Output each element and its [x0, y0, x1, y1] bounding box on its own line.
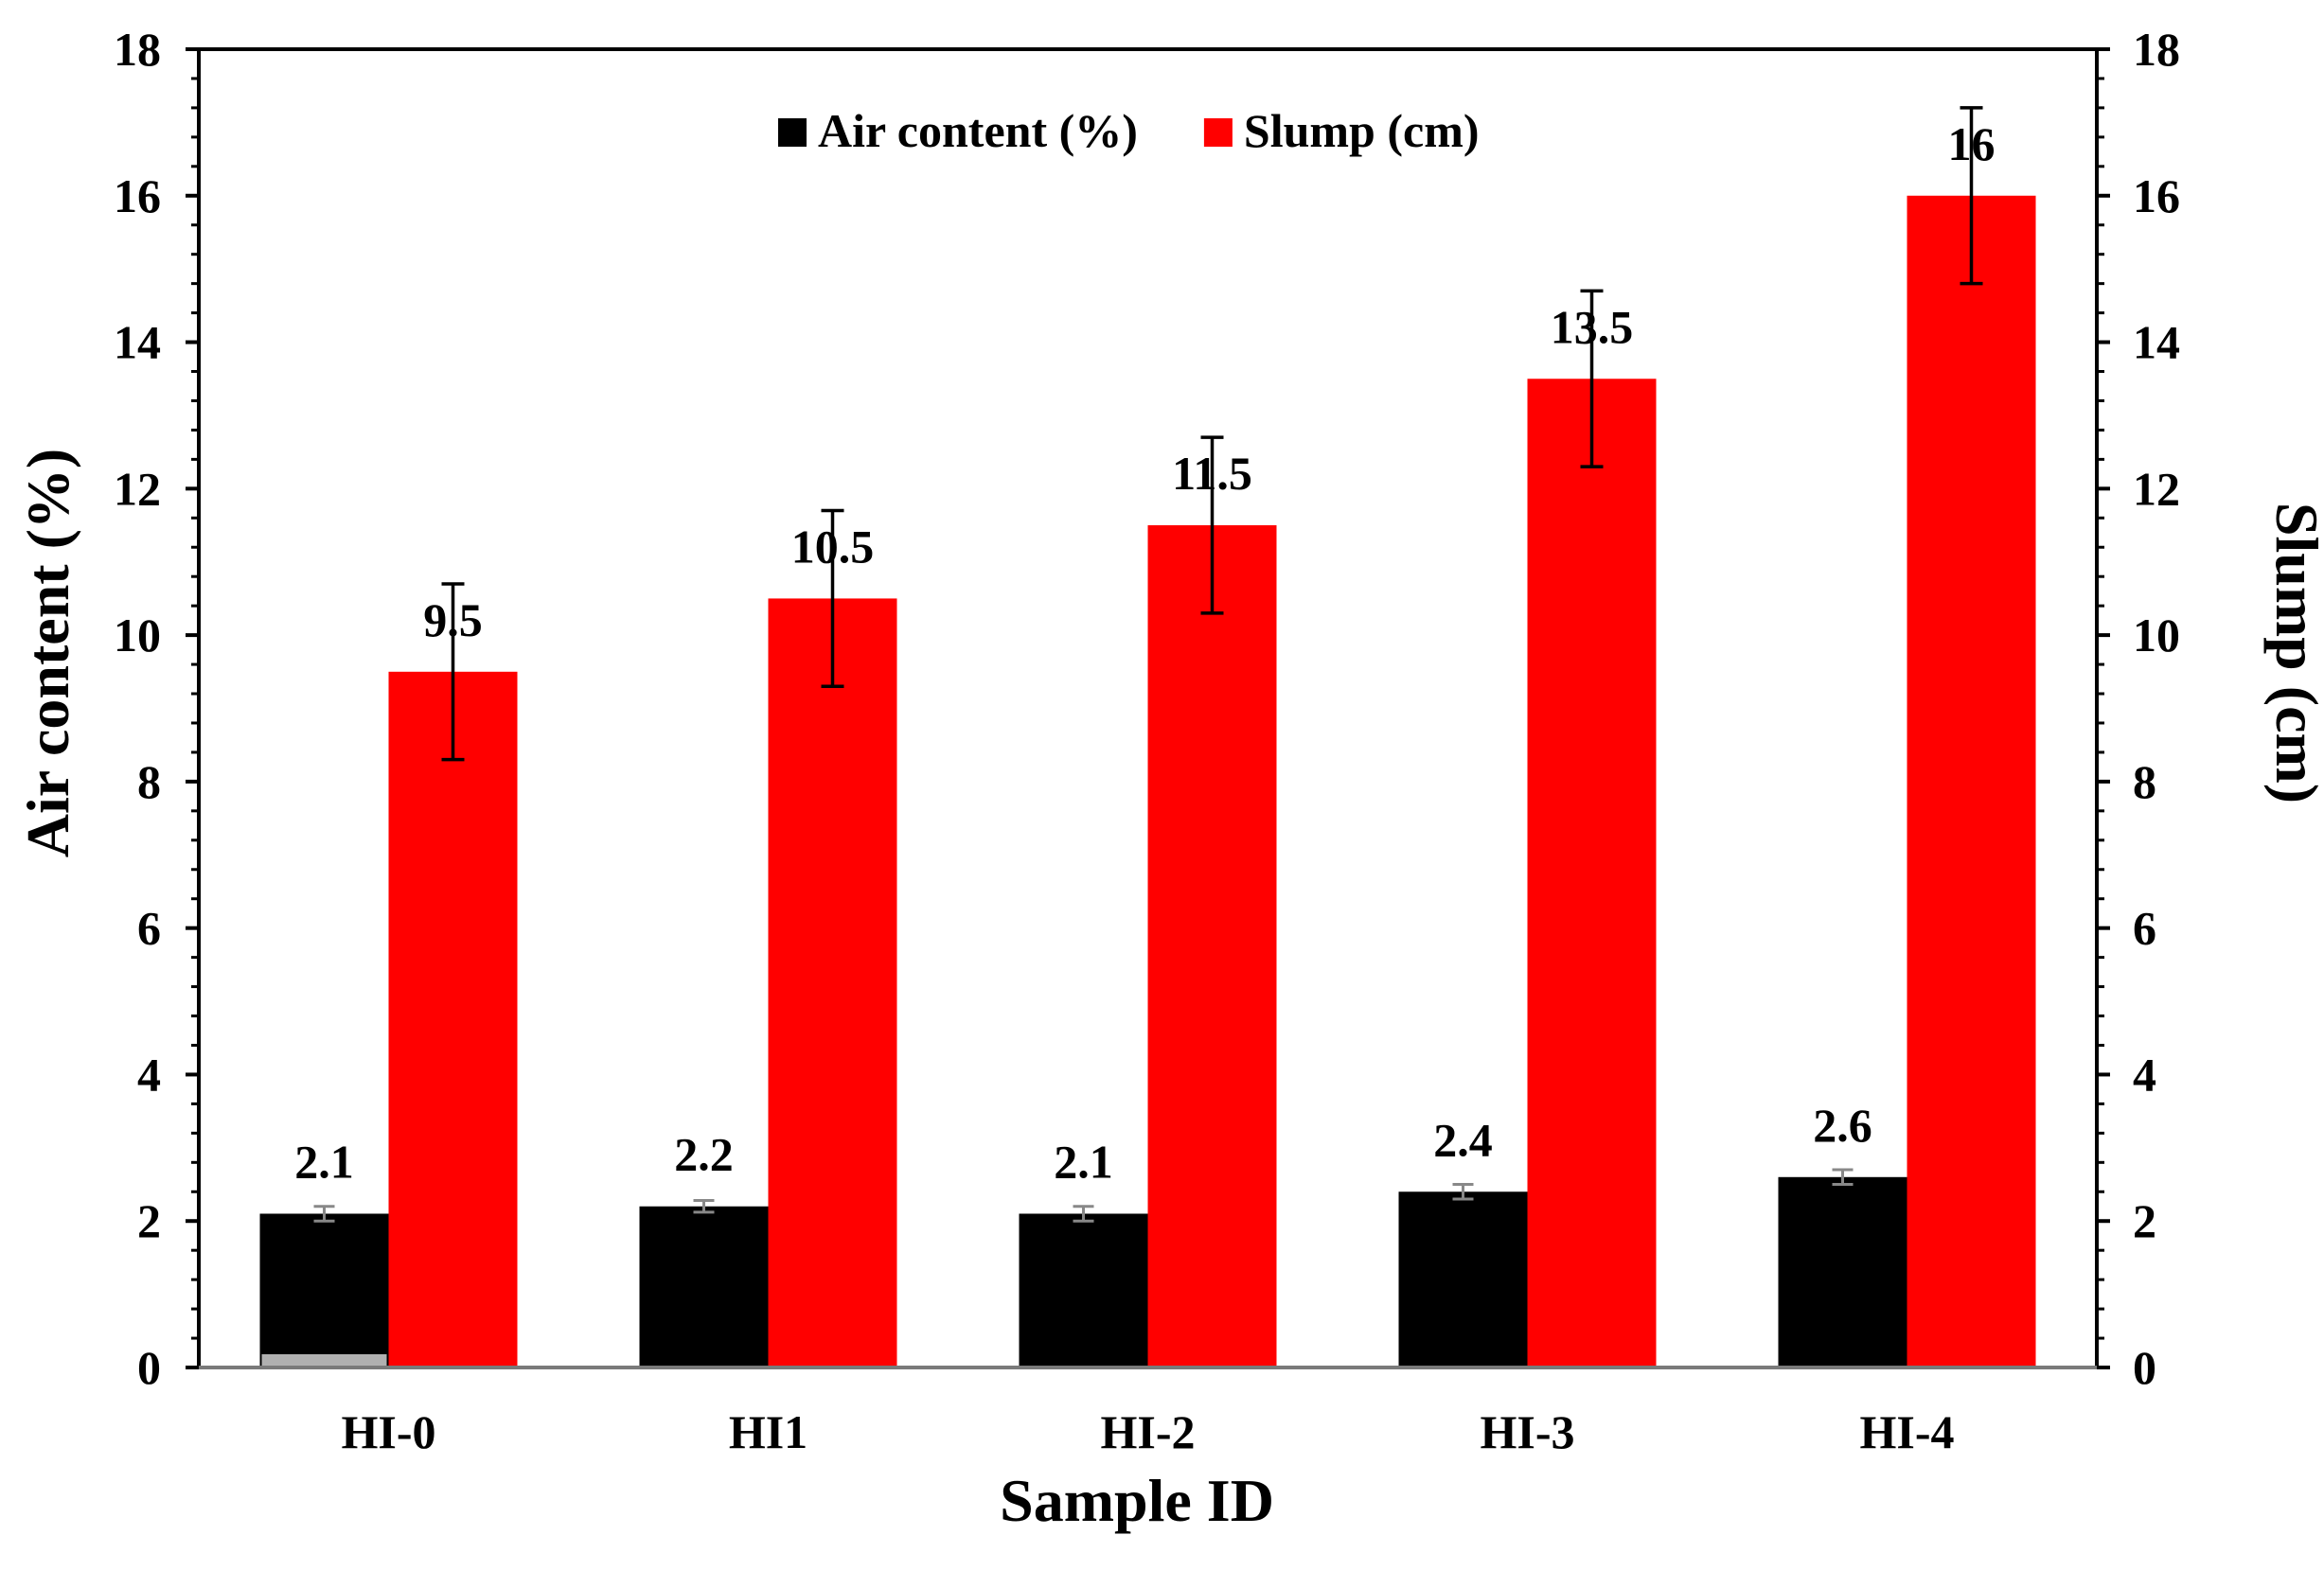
data-label-air-content-hi-4: 2.6	[1813, 1099, 1872, 1152]
bar-slump-hi-2	[1147, 525, 1277, 1367]
x-tick-label-hi-3: HI-3	[1481, 1405, 1575, 1458]
bar-air-content-hi1	[639, 1206, 769, 1367]
y2-tick-label-8: 8	[2133, 755, 2156, 808]
y-tick-label-18: 18	[114, 23, 161, 76]
bar-air-content-hi-3	[1398, 1191, 1528, 1367]
x-axis-title: Sample ID	[1000, 1467, 1274, 1534]
data-label-air-content-hi-3: 2.4	[1433, 1113, 1493, 1166]
x-tick-label-hi1: HI1	[729, 1405, 807, 1458]
bar-slump-hi-3	[1527, 379, 1657, 1367]
x-tick-label-hi-0: HI-0	[342, 1405, 436, 1458]
x-tick-label-hi-2: HI-2	[1101, 1405, 1196, 1458]
legend-swatch-slump	[1203, 118, 1233, 147]
data-label-air-content-hi-0: 2.1	[294, 1135, 354, 1188]
legend-label-air-content: Air content (%)	[818, 104, 1138, 157]
bar-slump-hi1	[768, 598, 897, 1367]
y-tick-label-10: 10	[114, 609, 161, 662]
y-tick-label-14: 14	[114, 316, 161, 369]
y-tick-label-16: 16	[114, 169, 161, 222]
data-labels-layer: 2.1 9.5 2.2 10.5 2.1 11.5 2.4 13.5 2.6 16	[294, 117, 1995, 1189]
y2-tick-label-16: 16	[2133, 169, 2180, 222]
x-tick-label-hi-4: HI-4	[1860, 1405, 1955, 1458]
data-label-air-content-hi1: 2.2	[674, 1128, 734, 1181]
data-label-air-content-hi-2: 2.1	[1054, 1135, 1113, 1188]
y-axis-title: Air content (%)	[14, 449, 81, 858]
bar-slump-hi-4	[1907, 195, 2036, 1367]
y2-tick-label-14: 14	[2133, 316, 2180, 369]
y2-axis-title: Slump (cm)	[2263, 503, 2324, 803]
data-label-slump-hi-3: 13.5	[1551, 300, 1634, 353]
bar-air-content-hi-0	[259, 1213, 389, 1367]
data-label-slump-hi1: 10.5	[791, 520, 875, 573]
y2-tick-label-4: 4	[2133, 1048, 2156, 1101]
y2-tick-label-12: 12	[2133, 462, 2180, 515]
axes-layer: HI-0 HI1 HI-2 HI-3 HI-4 0 2 4 6 8 10 12 14 16 18 0 2 4 6 8 1…	[114, 23, 2180, 1458]
y-tick-label-12: 12	[114, 462, 161, 515]
y2-tick-label-0: 0	[2133, 1341, 2156, 1394]
error-bars-layer	[313, 106, 1983, 1223]
bar-baseline-shade	[261, 1354, 387, 1366]
legend: Air content (%) Slump (cm)	[778, 104, 1480, 157]
data-label-slump-hi-4: 16	[1948, 117, 1996, 170]
y-tick-label-2: 2	[137, 1194, 161, 1247]
bar-air-content-hi-4	[1778, 1176, 1907, 1367]
y-tick-label-8: 8	[137, 755, 161, 808]
y2-tick-label-10: 10	[2133, 609, 2180, 662]
data-label-slump-hi-0: 9.5	[423, 593, 483, 646]
y2-tick-label-18: 18	[2133, 23, 2180, 76]
y-tick-label-0: 0	[137, 1341, 161, 1394]
bars-layer	[259, 195, 2036, 1367]
legend-swatch-air-content	[778, 118, 807, 147]
y2-tick-label-6: 6	[2133, 902, 2156, 955]
data-label-slump-hi-2: 11.5	[1172, 447, 1252, 500]
bar-air-content-hi-2	[1019, 1213, 1148, 1367]
y-tick-label-4: 4	[137, 1048, 161, 1101]
y2-tick-label-2: 2	[2133, 1194, 2156, 1247]
legend-label-slump: Slump (cm)	[1244, 104, 1480, 157]
y-tick-label-6: 6	[137, 902, 161, 955]
bar-slump-hi-0	[388, 671, 518, 1367]
